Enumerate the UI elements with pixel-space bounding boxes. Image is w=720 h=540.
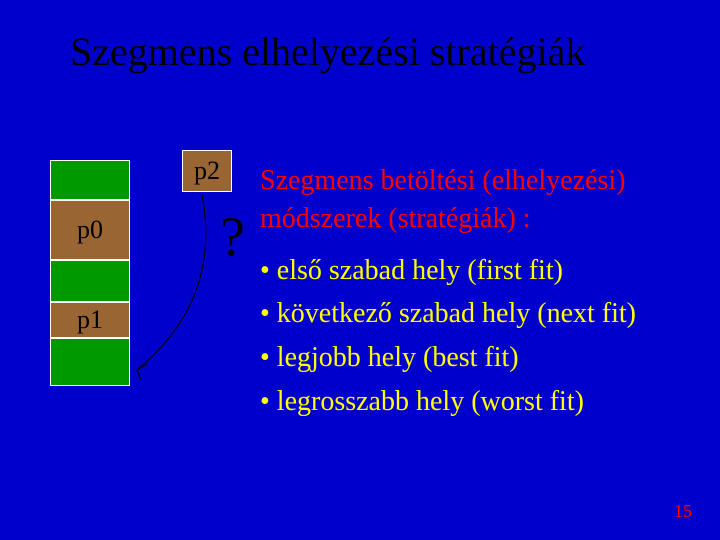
bullet-item: • legjobb hely (best fit) [260, 339, 690, 377]
bullet-item: • következő szabad hely (next fit) [260, 295, 690, 333]
mem-seg-p0: p0 [50, 200, 130, 260]
lead-line-2: módszerek (stratégiák) : [260, 200, 690, 238]
bullet-list: • első szabad hely (first fit) • követke… [260, 252, 690, 421]
bullet-item: • első szabad hely (first fit) [260, 252, 690, 290]
mem-seg-p1: p1 [50, 302, 130, 338]
lead-line-1: Szegmens betöltési (elhelyezési) [260, 162, 690, 200]
memory-column: p0 p1 [50, 160, 130, 386]
mem-seg-0 [50, 160, 130, 200]
placement-arrow [112, 180, 232, 400]
mem-seg-2 [50, 260, 130, 302]
body-text: Szegmens betöltési (elhelyezési) módszer… [260, 162, 690, 427]
incoming-segment-p2: p2 [182, 150, 232, 192]
bullet-item: • legrosszabb hely (worst fit) [260, 383, 690, 421]
page-number: 15 [674, 501, 692, 522]
mem-seg-4 [50, 338, 130, 386]
question-mark: ? [220, 205, 245, 269]
page-title: Szegmens elhelyezési stratégiák [70, 28, 585, 75]
